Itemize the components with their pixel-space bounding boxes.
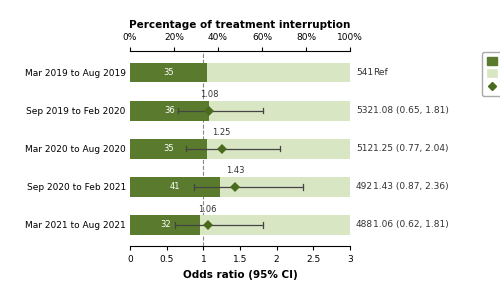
Bar bbox=[130, 63, 350, 82]
Text: 1.06 (0.62, 1.81): 1.06 (0.62, 1.81) bbox=[374, 221, 449, 229]
Text: Ref: Ref bbox=[374, 68, 388, 77]
Text: 492: 492 bbox=[356, 182, 373, 191]
Bar bbox=[130, 177, 220, 197]
Text: 41: 41 bbox=[170, 182, 180, 191]
X-axis label: Odds ratio (95% CI): Odds ratio (95% CI) bbox=[182, 269, 298, 279]
Text: 512: 512 bbox=[356, 144, 373, 153]
Bar bbox=[130, 177, 350, 197]
Bar bbox=[130, 101, 350, 120]
Text: 1.43: 1.43 bbox=[226, 166, 244, 175]
Text: 1.25: 1.25 bbox=[212, 128, 231, 137]
Text: 36: 36 bbox=[164, 106, 175, 115]
Text: 1.08 (0.65, 1.81): 1.08 (0.65, 1.81) bbox=[374, 106, 450, 115]
Text: 532: 532 bbox=[356, 106, 373, 115]
Text: 35: 35 bbox=[163, 68, 174, 77]
Text: 488: 488 bbox=[356, 221, 373, 229]
Text: 32: 32 bbox=[160, 221, 170, 229]
Text: 1.43 (0.87, 2.36): 1.43 (0.87, 2.36) bbox=[374, 182, 449, 191]
Text: 1.08: 1.08 bbox=[200, 90, 218, 99]
Bar bbox=[130, 139, 350, 159]
Bar bbox=[130, 215, 200, 235]
Text: 541: 541 bbox=[356, 68, 373, 77]
Bar bbox=[130, 101, 209, 120]
Bar bbox=[130, 63, 207, 82]
Text: 1.25 (0.77, 2.04): 1.25 (0.77, 2.04) bbox=[374, 144, 449, 153]
Bar bbox=[130, 139, 207, 159]
Bar bbox=[130, 215, 350, 235]
Text: 1.06: 1.06 bbox=[198, 204, 217, 214]
Text: 35: 35 bbox=[163, 144, 174, 153]
Legend: TI, No TI, OR: TI, No TI, OR bbox=[482, 52, 500, 96]
X-axis label: Percentage of treatment interruption: Percentage of treatment interruption bbox=[130, 20, 350, 30]
